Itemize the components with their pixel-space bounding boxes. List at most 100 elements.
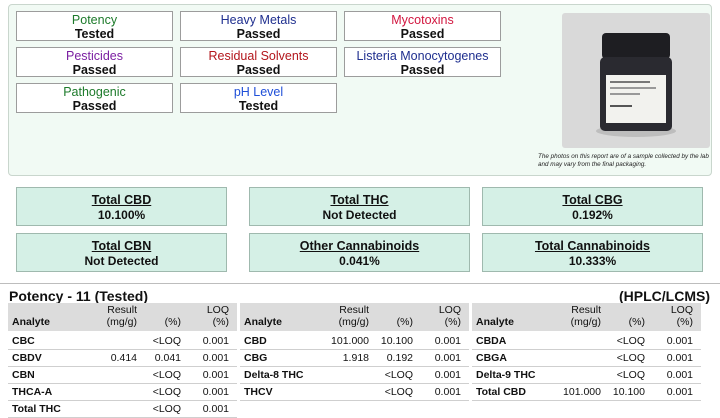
table-value: <LOQ — [152, 369, 181, 381]
header-cell: (%) — [397, 316, 413, 328]
table-row: Delta-9 THC <LOQ 0.001 — [472, 366, 701, 384]
total-label: Other Cannabinoids — [299, 239, 420, 253]
test-name: Heavy Metals — [220, 13, 297, 27]
table-value: 0.001 — [202, 386, 229, 398]
header-cell: Result (mg/g) — [107, 304, 137, 328]
test-box: Potency Tested — [16, 11, 173, 41]
table-value: 0.001 — [202, 352, 229, 364]
table-value: 1.918 — [342, 352, 369, 364]
header-text: (mg/g) — [570, 316, 601, 328]
photo-caption: The photos on this report are of a sampl… — [538, 153, 709, 168]
header-cell: LOQ (%) — [439, 304, 461, 328]
test-box: Pathogenic Passed — [16, 83, 173, 113]
total-box: Total CBG 0.192% — [482, 187, 703, 226]
test-box: pH Level Tested — [180, 83, 337, 113]
total-label: Total CBN — [91, 239, 152, 253]
analyte-name: THCA-A — [12, 386, 53, 398]
table-value: <LOQ — [152, 386, 181, 398]
table-value: <LOQ — [152, 335, 181, 347]
analyte-name: CBGA — [476, 352, 507, 364]
test-status: Passed — [236, 27, 281, 41]
header-text: (mg/g) — [338, 316, 369, 328]
table-value: 0.001 — [434, 386, 461, 398]
header-text: (%) — [676, 316, 693, 328]
test-name: pH Level — [233, 85, 284, 99]
test-name: Pathogenic — [63, 85, 126, 99]
header-text: LOQ — [670, 304, 693, 316]
table-value: 10.100 — [612, 386, 645, 398]
table-value: <LOQ — [384, 369, 413, 381]
header-text: (%) — [628, 316, 645, 328]
test-name: Listeria Monocytogenes — [356, 49, 489, 63]
test-name: Residual Solvents — [208, 49, 309, 63]
total-value: Not Detected — [322, 208, 397, 222]
table-header: Analyte Result (mg/g) (%) LOQ (%) — [472, 303, 701, 331]
table-value: 0.414 — [110, 352, 137, 364]
table-row: CBC <LOQ 0.001 — [8, 332, 237, 350]
table-value: 0.001 — [202, 369, 229, 381]
total-label: Total THC — [330, 193, 389, 207]
header-cell: Analyte — [244, 316, 282, 328]
table-value: 101.000 — [563, 386, 601, 398]
test-name: Pesticides — [66, 49, 123, 63]
test-box: Listeria Monocytogenes Passed — [344, 47, 501, 77]
header-text: (mg/g) — [106, 316, 137, 328]
test-box: Heavy Metals Passed — [180, 11, 337, 41]
table-value: <LOQ — [616, 335, 645, 347]
header-cell: (%) — [629, 316, 645, 328]
product-photo — [562, 13, 710, 148]
potency-title: Potency - 11 (Tested) — [9, 288, 149, 304]
table-value: 101.000 — [331, 335, 369, 347]
header-cell: Analyte — [476, 316, 514, 328]
analyte-name: THCV — [244, 386, 273, 398]
total-label: Total Cannabinoids — [534, 239, 651, 253]
table-row: CBD 101.000 10.100 0.001 — [240, 332, 469, 350]
table-header: Analyte Result (mg/g) (%) LOQ (%) — [240, 303, 469, 331]
table-row: CBDV 0.414 0.041 0.001 — [8, 349, 237, 367]
test-status: Passed — [72, 63, 117, 77]
test-status: Tested — [238, 99, 279, 113]
total-value: 10.333% — [568, 254, 617, 268]
total-value: Not Detected — [84, 254, 159, 268]
total-box: Other Cannabinoids 0.041% — [249, 233, 470, 272]
table-value: 10.100 — [380, 335, 413, 347]
table-value: 0.001 — [202, 335, 229, 347]
test-box: Pesticides Passed — [16, 47, 173, 77]
analyte-name: CBD — [244, 335, 267, 347]
test-status: Passed — [400, 63, 445, 77]
header-cell: (%) — [165, 316, 181, 328]
header-cell: LOQ (%) — [671, 304, 693, 328]
analyte-name: Delta-8 THC — [244, 369, 304, 381]
header-text: Analyte — [476, 316, 514, 328]
header-text: LOQ — [206, 304, 229, 316]
table-row: THCV <LOQ 0.001 — [240, 383, 469, 401]
table-header: Analyte Result (mg/g) (%) LOQ (%) — [8, 303, 237, 331]
table-row: CBDA <LOQ 0.001 — [472, 332, 701, 350]
table-value: 0.192 — [386, 352, 413, 364]
total-value: 0.041% — [339, 254, 380, 268]
header-text: Result — [107, 304, 137, 316]
header-text: Result — [571, 304, 601, 316]
header-text: Result — [339, 304, 369, 316]
table-row: Total THC <LOQ 0.001 — [8, 400, 237, 418]
table-row: CBGA <LOQ 0.001 — [472, 349, 701, 367]
table-value: 0.041 — [154, 352, 181, 364]
analyte-name: CBG — [244, 352, 268, 364]
test-status: Passed — [236, 63, 281, 77]
table-row: CBN <LOQ 0.001 — [8, 366, 237, 384]
jar-image — [596, 33, 676, 137]
table-value: 0.001 — [434, 335, 461, 347]
analyte-name: CBDV — [12, 352, 42, 364]
table-value: 0.001 — [434, 369, 461, 381]
test-name: Mycotoxins — [391, 13, 454, 27]
test-status: Tested — [74, 27, 115, 41]
table-value: 0.001 — [666, 352, 693, 364]
total-label: Total CBG — [562, 193, 623, 207]
table-row: Total CBD 101.000 10.100 0.001 — [472, 383, 701, 401]
table-value: 0.001 — [434, 352, 461, 364]
table-value: <LOQ — [616, 352, 645, 364]
analyte-name: Delta-9 THC — [476, 369, 536, 381]
analyte-name: Total CBD — [476, 386, 526, 398]
header-text: (%) — [444, 316, 461, 328]
